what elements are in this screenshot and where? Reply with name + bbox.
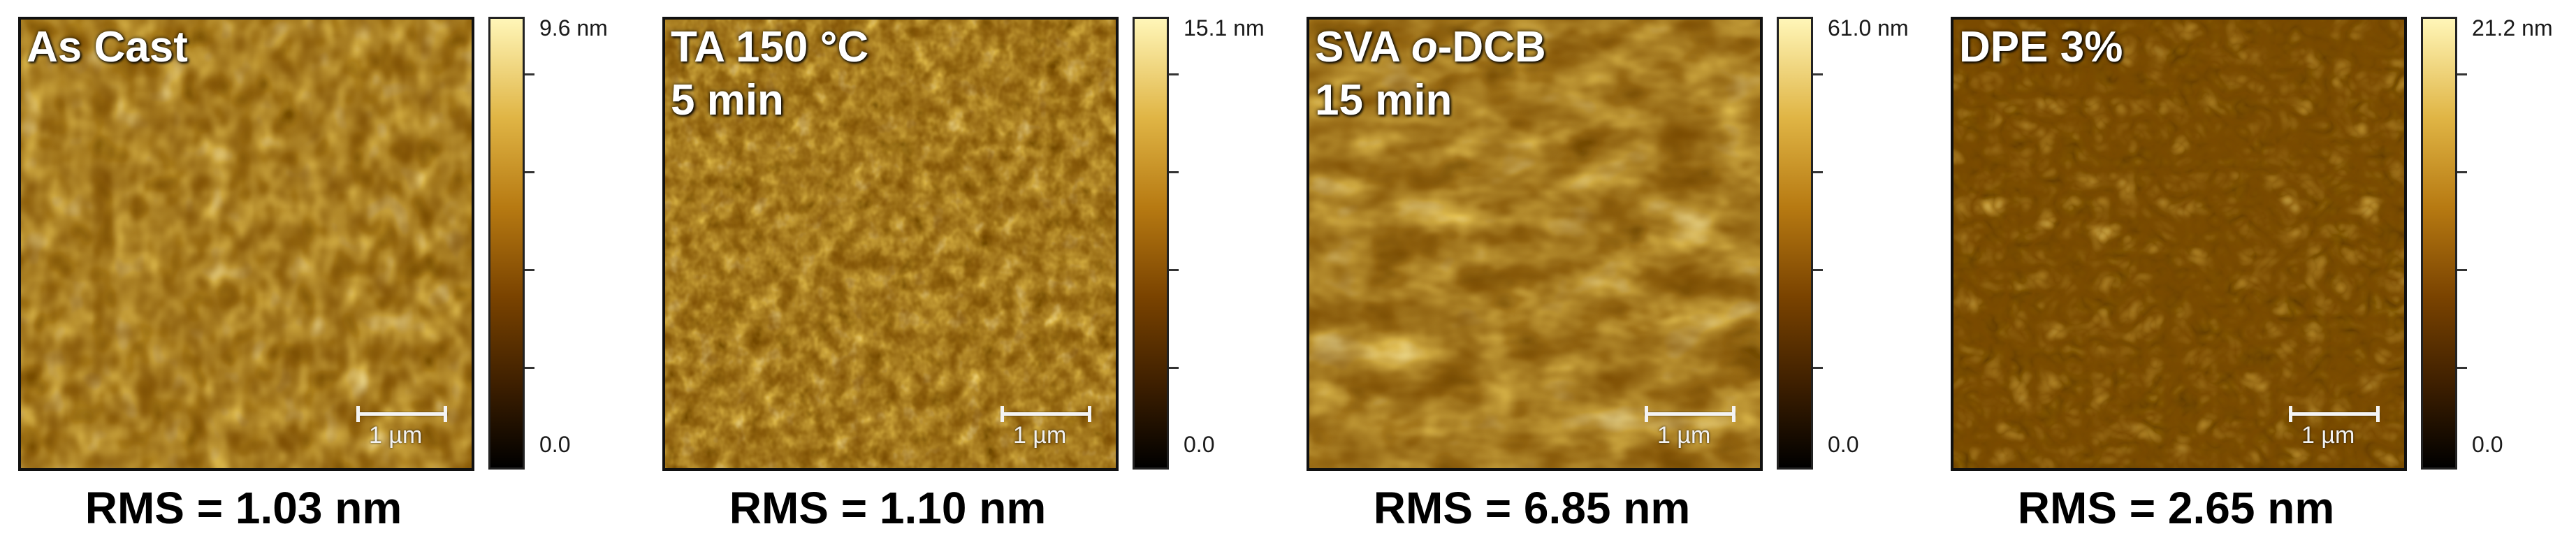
colorbar-tick	[1813, 73, 1823, 75]
height-colorbar	[488, 17, 525, 470]
afm-image-ta-150	[662, 17, 1119, 471]
rms-value: RMS = 6.85 nm	[1373, 483, 1691, 533]
colorbar-tick	[2457, 367, 2467, 369]
rms-value: RMS = 2.65 nm	[2017, 483, 2335, 533]
panel-label: TA 150 °C 5 min	[671, 23, 869, 124]
colorbar-tick	[1169, 171, 1179, 173]
colorbar-max-label: 61.0 nm	[1828, 15, 1909, 41]
colorbar-min-label: 0.0	[1828, 432, 1859, 457]
colorbar-max-label: 15.1 nm	[1184, 15, 1265, 41]
colorbar-tick	[1169, 73, 1179, 75]
colorbar-tick	[525, 269, 534, 271]
scale-bar-label: 1 µm	[1013, 422, 1067, 449]
scale-bar-label: 1 µm	[369, 422, 423, 449]
scale-bar-label: 1 µm	[1657, 422, 1711, 449]
height-colorbar	[1777, 17, 1813, 470]
colorbar-min-label: 0.0	[2472, 432, 2503, 457]
panel-as-cast: As Cast 1 µm 9.6 nm 0.0 RMS = 1.03 nm	[0, 0, 629, 545]
colorbar-tick	[2457, 73, 2467, 75]
afm-image-dpe-3	[1951, 17, 2407, 471]
rms-value: RMS = 1.10 nm	[729, 483, 1047, 533]
colorbar-tick	[525, 73, 534, 75]
colorbar-tick	[2457, 269, 2467, 271]
scale-bar-line	[1000, 406, 1091, 422]
colorbar-tick	[1169, 269, 1179, 271]
height-colorbar	[1133, 17, 1169, 470]
scale-bar: 1 µm	[1645, 404, 1735, 449]
scale-bar: 1 µm	[2289, 404, 2380, 449]
colorbar-tick	[1169, 367, 1179, 369]
scale-bar-line	[1645, 406, 1735, 422]
panel-dpe-3: DPE 3% 1 µm 21.2 nm 0.0 RMS = 2.65 nm	[1933, 0, 2561, 545]
height-colorbar	[2421, 17, 2457, 470]
panel-label: SVA o-DCB 15 min	[1315, 23, 1546, 124]
scale-bar-label: 1 µm	[2301, 422, 2355, 449]
scale-bar: 1 µm	[356, 404, 447, 449]
colorbar-min-label: 0.0	[1184, 432, 1215, 457]
panel-ta-150: TA 150 °C 5 min 1 µm 15.1 nm 0.0 RMS = 1.…	[644, 0, 1273, 545]
colorbar-tick	[525, 367, 534, 369]
colorbar-max-label: 21.2 nm	[2472, 15, 2553, 41]
afm-topography-dpe-3	[1953, 20, 2404, 468]
afm-image-sva-odcb	[1307, 17, 1763, 471]
afm-topography-as-cast	[21, 20, 472, 468]
colorbar-max-label: 9.6 nm	[539, 15, 608, 41]
scale-bar-line	[2289, 406, 2380, 422]
colorbar-tick	[2457, 171, 2467, 173]
colorbar-tick	[1813, 269, 1823, 271]
afm-topography-sva-odcb	[1309, 20, 1760, 468]
afm-image-as-cast	[18, 17, 474, 471]
colorbar-tick	[1813, 171, 1823, 173]
rms-value: RMS = 1.03 nm	[85, 483, 402, 533]
panel-label: DPE 3%	[1959, 23, 2123, 71]
colorbar-tick	[1813, 367, 1823, 369]
scale-bar-line	[356, 406, 447, 422]
panel-sva-odcb: SVA o-DCB 15 min 1 µm 61.0 nm 0.0 RMS = 6…	[1288, 0, 1917, 545]
colorbar-tick	[525, 171, 534, 173]
colorbar-min-label: 0.0	[539, 432, 571, 457]
afm-topography-ta-150	[665, 20, 1116, 468]
scale-bar: 1 µm	[1000, 404, 1091, 449]
panel-label: As Cast	[27, 23, 188, 71]
